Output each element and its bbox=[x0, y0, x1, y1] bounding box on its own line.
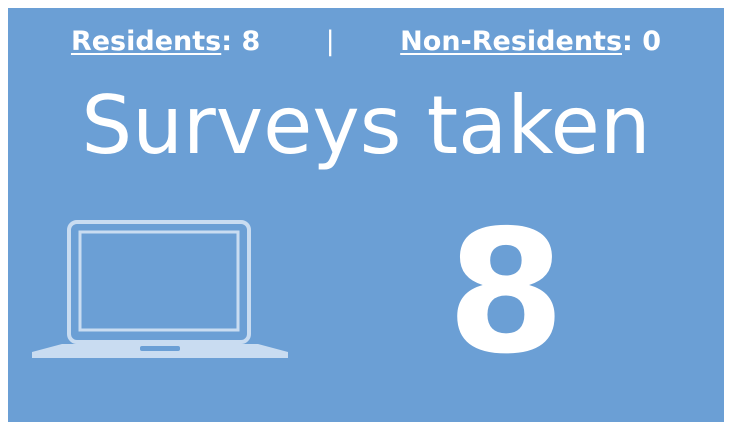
total-count: 8 bbox=[446, 194, 566, 392]
title: Surveys taken bbox=[81, 79, 651, 172]
delimiter: : bbox=[221, 26, 233, 57]
divider: | bbox=[325, 26, 335, 57]
summary: Residents: 8 | Non-Residents: 0 bbox=[8, 26, 724, 57]
laptop-notch bbox=[140, 346, 180, 351]
survey-tile: Residents: 8 | Non-Residents: 0 Surveys … bbox=[8, 8, 724, 422]
item-value: 8 bbox=[241, 26, 261, 57]
laptop-screen bbox=[78, 230, 240, 332]
laptop-lid bbox=[67, 220, 251, 344]
item-label: Residents bbox=[70, 26, 222, 57]
laptop-icon bbox=[32, 220, 288, 358]
item-value: 0 bbox=[642, 26, 662, 57]
item-label: Non-Residents bbox=[400, 26, 623, 57]
delimiter: : bbox=[622, 26, 633, 57]
